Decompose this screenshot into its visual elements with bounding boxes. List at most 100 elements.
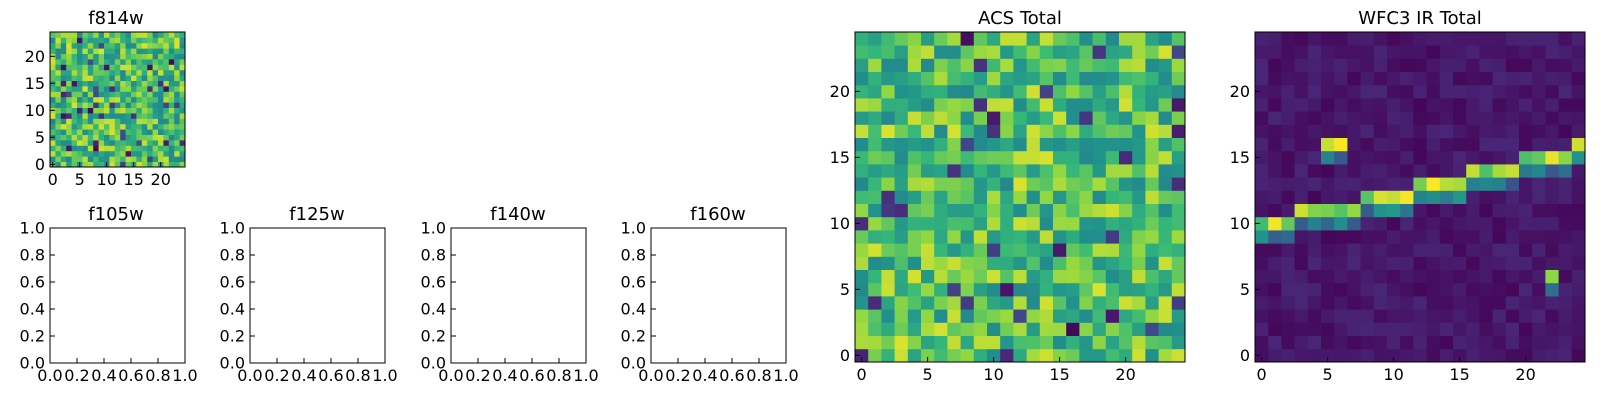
- wfc3-ir-total-cell: [1479, 296, 1493, 310]
- wfc3-ir-total-cell: [1532, 45, 1546, 59]
- f105w-x-tick-label: 0.0: [37, 366, 62, 385]
- f814w-cell: [109, 91, 116, 98]
- wfc3-ir-total-cell: [1360, 243, 1375, 257]
- wfc3-ir-total-cell: [1387, 203, 1401, 218]
- acs-total-cell: [868, 150, 882, 165]
- wfc3-ir-total-cell: [1571, 243, 1586, 257]
- acs-total-cell: [1066, 98, 1080, 112]
- f160w-x-tick-label: 0.8: [746, 366, 771, 385]
- f814w-cell: [131, 145, 137, 152]
- acs-total-cell: [1000, 137, 1014, 152]
- wfc3-ir-total-cell: [1334, 84, 1348, 99]
- wfc3-ir-total-cell: [1373, 256, 1388, 270]
- f814w-cell: [60, 123, 67, 130]
- acs-total-cell: [1000, 190, 1014, 204]
- acs-total-cell: [881, 256, 895, 270]
- acs-total-cell: [1119, 348, 1133, 363]
- f814w-cell: [174, 32, 180, 38]
- acs-total-cell: [1145, 309, 1159, 323]
- wfc3-ir-total-cell: [1360, 296, 1375, 310]
- acs-total-cell: [1092, 296, 1107, 310]
- wfc3-ir-total-cell: [1360, 282, 1375, 297]
- panel-title-f125w: f125w: [289, 204, 344, 225]
- wfc3-ir-total-cell: [1373, 230, 1388, 244]
- wfc3-ir-total-cell: [1387, 269, 1401, 284]
- axes-frame-acs-total: [854, 31, 1186, 363]
- acs-total-cell: [881, 124, 895, 138]
- acs-total-cell: [973, 164, 988, 178]
- f814w-cell: [71, 123, 78, 130]
- acs-total-cell: [1132, 137, 1146, 152]
- f814w-cell: [147, 123, 153, 130]
- acs-total-cell: [868, 111, 882, 125]
- f814w-cell: [109, 64, 116, 71]
- acs-total-cell: [1132, 256, 1146, 270]
- acs-total-cell: [1092, 45, 1107, 59]
- wfc3-ir-total-cell: [1400, 203, 1414, 218]
- f814w-cell: [114, 107, 121, 114]
- f814w-cell: [168, 42, 175, 49]
- acs-total-cell: [1158, 137, 1173, 152]
- f814w-cell: [60, 107, 67, 114]
- acs-total-cell: [1145, 137, 1159, 152]
- acs-total-cell: [855, 150, 869, 165]
- f814w-cell: [77, 53, 83, 60]
- wfc3-ir-total-cell: [1294, 111, 1309, 125]
- acs-total-cell: [868, 203, 882, 218]
- acs-total-cell: [1158, 32, 1173, 46]
- acs-total-cell: [973, 322, 988, 336]
- f814w-cell: [179, 48, 186, 54]
- f814w-cell: [158, 69, 164, 76]
- panel-f140w: f140w 0.00.00.20.20.40.40.60.60.80.81.01…: [421, 204, 599, 385]
- acs-total-cell: [1158, 203, 1173, 218]
- acs-total-cell: [1013, 269, 1027, 284]
- wfc3-ir-total-cell: [1281, 111, 1295, 125]
- wfc3-ir-total-y-tick-label: 15: [1230, 148, 1250, 167]
- wfc3-ir-total-cell: [1519, 216, 1533, 231]
- acs-total-cell: [1171, 296, 1186, 310]
- acs-total-cell: [1105, 164, 1120, 178]
- wfc3-ir-total-cell: [1439, 203, 1454, 218]
- wfc3-ir-total-cell: [1268, 203, 1282, 218]
- acs-total-cell: [1132, 111, 1146, 125]
- acs-total-cell: [934, 322, 948, 336]
- acs-total-cell: [855, 256, 869, 270]
- wfc3-ir-total-cell: [1519, 71, 1533, 86]
- wfc3-ir-total-cell: [1307, 190, 1322, 204]
- wfc3-ir-total-cell: [1426, 164, 1441, 178]
- wfc3-ir-total-cell: [1307, 124, 1322, 138]
- acs-total-cell: [1053, 282, 1067, 297]
- wfc3-ir-total-cell: [1413, 177, 1427, 191]
- f814w-cell: [179, 91, 186, 98]
- wfc3-ir-total-cell: [1545, 203, 1559, 218]
- wfc3-ir-total-cell: [1373, 177, 1388, 191]
- axes-frame-f140w: [450, 227, 587, 364]
- acs-total-cell: [1171, 230, 1186, 244]
- f814w-cell: [158, 80, 164, 87]
- f814w-cell: [104, 48, 110, 54]
- f814w-cell: [168, 140, 175, 146]
- wfc3-ir-total-cell: [1255, 150, 1269, 165]
- f814w-cell: [174, 123, 180, 130]
- acs-total-cell: [1013, 282, 1027, 297]
- acs-total-cell: [881, 137, 895, 152]
- wfc3-ir-total-cell: [1387, 309, 1401, 323]
- f814w-cell: [152, 113, 159, 119]
- f814w-cell: [87, 161, 94, 168]
- f814w-cell: [120, 53, 126, 60]
- wfc3-ir-total-cell: [1492, 348, 1507, 363]
- wfc3-ir-total-cell: [1387, 164, 1401, 178]
- acs-total-cell: [987, 124, 1001, 138]
- f814w-cell: [93, 42, 99, 49]
- f814w-cell: [125, 91, 132, 98]
- f814w-cell: [82, 107, 89, 114]
- acs-total-cell: [1013, 335, 1027, 350]
- f814w-cell: [141, 37, 148, 44]
- wfc3-ir-total-cell: [1545, 282, 1559, 297]
- f814w-cell: [93, 69, 99, 76]
- acs-total-cell: [1119, 282, 1133, 297]
- acs-total-cell: [881, 71, 895, 86]
- f814w-cell: [93, 64, 99, 71]
